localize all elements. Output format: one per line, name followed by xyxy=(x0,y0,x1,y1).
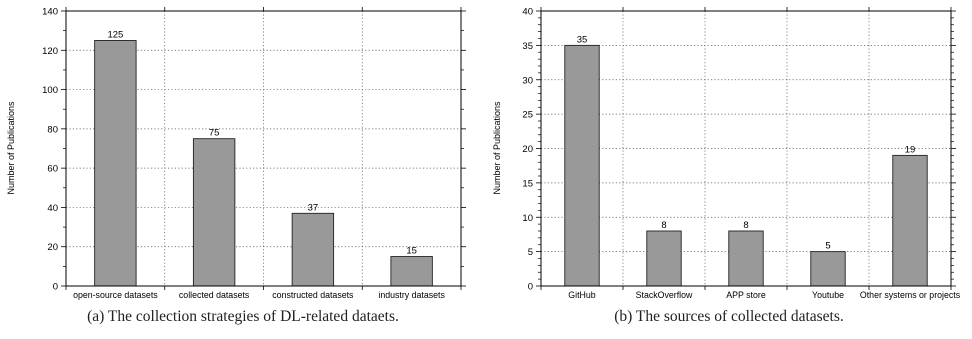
y-tick-label: 40 xyxy=(522,7,533,18)
bar-3 xyxy=(728,230,764,287)
data-label: 19 xyxy=(905,144,916,155)
y-tick-label: 0 xyxy=(53,282,58,293)
x-tick-label: industry datasets xyxy=(378,290,445,300)
chart-panel-dataset-sources: 0 5 10 15 20 25 30 35 40 35 GitHub 8 StackOverflow 8 A… xyxy=(486,0,972,339)
y-axis-label: Number of Publications xyxy=(492,101,502,195)
x-tick-label: Youtube xyxy=(812,290,844,300)
data-label: 37 xyxy=(308,202,319,213)
y-tick-label: 60 xyxy=(47,164,58,175)
data-label: 15 xyxy=(406,246,417,257)
y-tick-label: 25 xyxy=(522,110,533,121)
axes-frame xyxy=(540,10,952,287)
y-axis-label: Number of Publications xyxy=(6,101,16,195)
bar-chart-collection-strategies: 0 20 40 60 80 100 120 140 125 open-source dataset… xyxy=(6,7,466,300)
data-label: 125 xyxy=(107,29,123,40)
bar-chart-dataset-sources: 0 5 10 15 20 25 30 35 40 35 GitHub 8 StackOverflow 8 A… xyxy=(492,7,961,301)
y-tick-label: 5 xyxy=(528,247,533,258)
x-tick-label: Other systems or projects xyxy=(860,290,961,300)
axes-frame xyxy=(65,10,462,287)
data-label: 8 xyxy=(661,220,666,231)
y-tick-label: 40 xyxy=(47,203,58,214)
y-tick-label: 120 xyxy=(42,46,58,57)
y-tick-label: 0 xyxy=(528,282,533,293)
x-tick-label: collected datasets xyxy=(179,290,250,300)
x-tick-label: constructed datasets xyxy=(272,290,354,300)
caption-a: (a) The collection strategies of DL-rela… xyxy=(87,308,399,325)
bar-4 xyxy=(810,251,846,287)
y-tick-label: 100 xyxy=(42,85,58,96)
y-tick-label: 140 xyxy=(42,7,58,18)
bar-5 xyxy=(892,154,928,287)
y-tick-label: 20 xyxy=(47,242,58,253)
chart-panel-collection-strategies: 0 20 40 60 80 100 120 140 125 open-source dataset… xyxy=(6,7,466,325)
bar-1 xyxy=(94,40,137,287)
x-tick-label: APP store xyxy=(726,290,766,300)
data-label: 75 xyxy=(209,128,220,139)
bar-2 xyxy=(646,230,682,287)
data-label: 5 xyxy=(825,241,830,252)
caption-b: (b) The sources of collected datasets. xyxy=(614,308,844,325)
data-label: 35 xyxy=(577,34,588,45)
y-tick-label: 35 xyxy=(522,41,533,52)
y-tick-label: 15 xyxy=(522,178,533,189)
bar-1 xyxy=(564,44,600,287)
data-label: 8 xyxy=(743,220,748,231)
bar-4 xyxy=(390,256,433,287)
bar-2 xyxy=(192,138,236,287)
y-tick-label: 30 xyxy=(522,75,533,86)
y-tick-label: 80 xyxy=(47,124,58,135)
x-tick-label: open-source datasets xyxy=(73,290,158,300)
y-tick-label: 10 xyxy=(522,213,533,224)
x-tick-label: GitHub xyxy=(568,290,595,300)
y-tick-label: 20 xyxy=(522,144,533,155)
bar-3 xyxy=(291,212,335,287)
x-tick-label: StackOverflow xyxy=(636,290,693,300)
